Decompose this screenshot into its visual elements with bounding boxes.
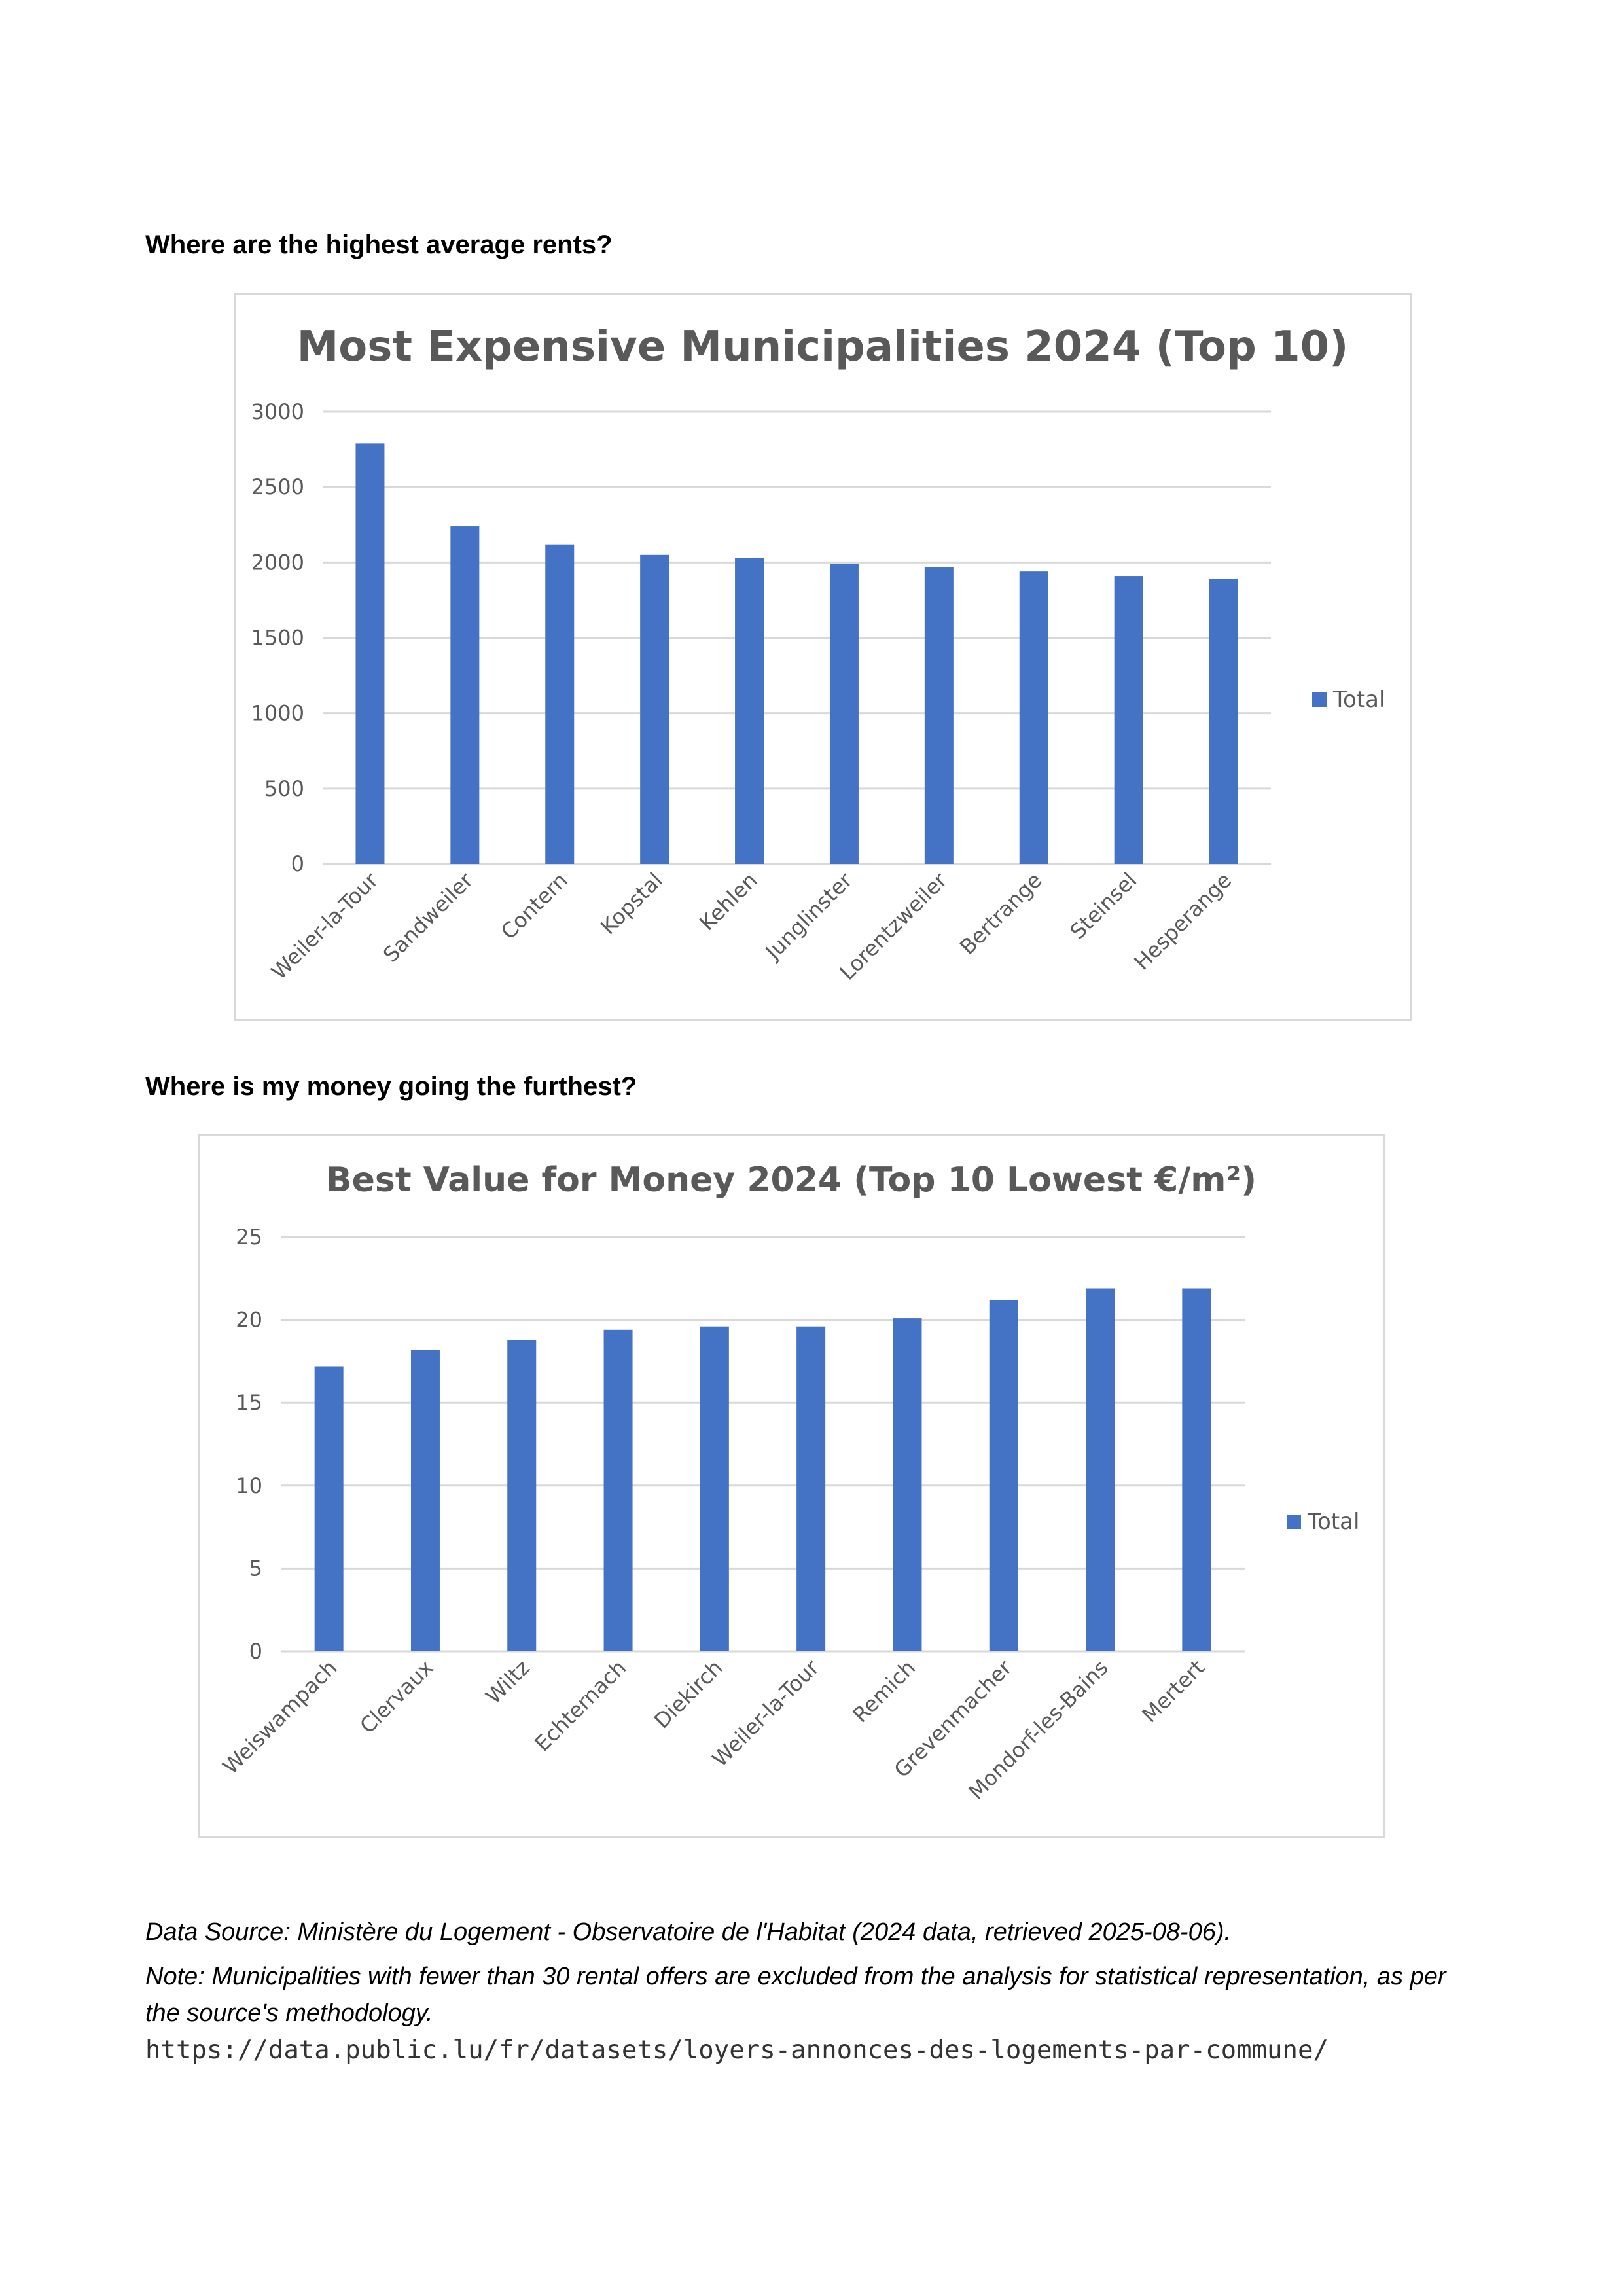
chart-legend: Total	[1312, 687, 1385, 713]
legend-label: Total	[1308, 1509, 1360, 1535]
x-tick-label: Remich	[847, 1655, 920, 1728]
data-source-note: Data Source: Ministère du Logement - Obs…	[145, 1918, 1232, 1946]
chart-title: Best Value for Money 2024 (Top 10 Lowest…	[325, 1160, 1257, 1200]
bar	[893, 1318, 922, 1651]
bar	[1086, 1288, 1115, 1651]
bar	[410, 1350, 440, 1651]
bar	[1114, 576, 1143, 864]
section-heading-value-for-money: Where is my money going the furthest?	[145, 1072, 637, 1101]
legend-swatch	[1287, 1515, 1301, 1529]
y-tick-label: 0	[291, 852, 304, 876]
bar	[314, 1366, 344, 1651]
x-tick-label: Echternach	[530, 1655, 632, 1757]
x-tick-label: Kehlen	[694, 868, 762, 935]
x-tick-label: Steinsel	[1065, 868, 1142, 944]
legend-swatch	[1312, 692, 1327, 707]
y-tick-label: 15	[236, 1390, 262, 1415]
section-heading-highest-rents: Where are the highest average rents?	[145, 230, 613, 259]
chart-title: Most Expensive Municipalities 2024 (Top …	[296, 323, 1349, 371]
chart-plot: 0 5 10 15 20 25 Weiswampach Clervaux WiltzEchter…	[218, 1225, 1245, 1804]
y-tick-label: 20	[236, 1308, 262, 1333]
bar	[924, 567, 954, 864]
chart-plot: 0 500 1000 1500 2000 2500 3000 Weiler-la-TourSa…	[251, 399, 1271, 985]
x-tick-label: Weiswampach	[218, 1655, 342, 1779]
bar	[640, 554, 669, 864]
legend-label: Total	[1333, 687, 1385, 713]
y-tick-label: 2000	[251, 550, 304, 575]
bar	[989, 1300, 1018, 1651]
x-tick-label: Kopstal	[596, 868, 668, 940]
x-tick-label: Weiler-la-Tour	[266, 867, 383, 984]
chart-most-expensive: Most Expensive Municipalities 2024 (Top …	[234, 293, 1412, 1021]
y-tick-label: 5	[249, 1556, 262, 1581]
bar	[1209, 579, 1238, 864]
x-tick-label: Contern	[496, 868, 573, 944]
bar	[545, 544, 575, 864]
bar	[603, 1329, 633, 1651]
x-tick-label: Mertert	[1137, 1655, 1209, 1728]
bar	[700, 1326, 729, 1651]
bar	[796, 1326, 826, 1651]
y-tick-label: 500	[264, 776, 304, 801]
y-tick-label: 25	[236, 1225, 262, 1249]
bar	[1019, 571, 1048, 864]
bar	[450, 526, 480, 864]
bar	[355, 443, 385, 864]
y-tick-label: 1000	[251, 701, 304, 726]
x-tick-label: Hesperange	[1130, 868, 1237, 975]
x-tick-label: Wiltz	[481, 1655, 535, 1709]
chart-best-value: Best Value for Money 2024 (Top 10 Lowest…	[198, 1134, 1385, 1838]
bar	[1182, 1288, 1211, 1651]
x-tick-label: Junglinster	[760, 867, 857, 965]
chart-legend: Total	[1287, 1509, 1359, 1535]
x-tick-label: Bertrange	[955, 868, 1046, 960]
methodology-note: Note: Municipalities with fewer than 30 …	[145, 1963, 1446, 2027]
x-tick-label: Diekirch	[649, 1655, 727, 1733]
y-tick-label: 2500	[251, 475, 304, 499]
bar	[829, 564, 859, 864]
source-url: https://data.public.lu/fr/datasets/loyer…	[145, 2036, 1329, 2065]
y-tick-label: 3000	[251, 399, 304, 424]
y-tick-label: 1500	[251, 626, 304, 651]
x-tick-label: Sandweiler	[378, 867, 478, 967]
bar	[735, 558, 764, 864]
x-tick-label: Clervaux	[355, 1655, 438, 1738]
y-tick-label: 10	[236, 1473, 262, 1498]
y-tick-label: 0	[249, 1639, 262, 1664]
bar	[507, 1339, 537, 1651]
